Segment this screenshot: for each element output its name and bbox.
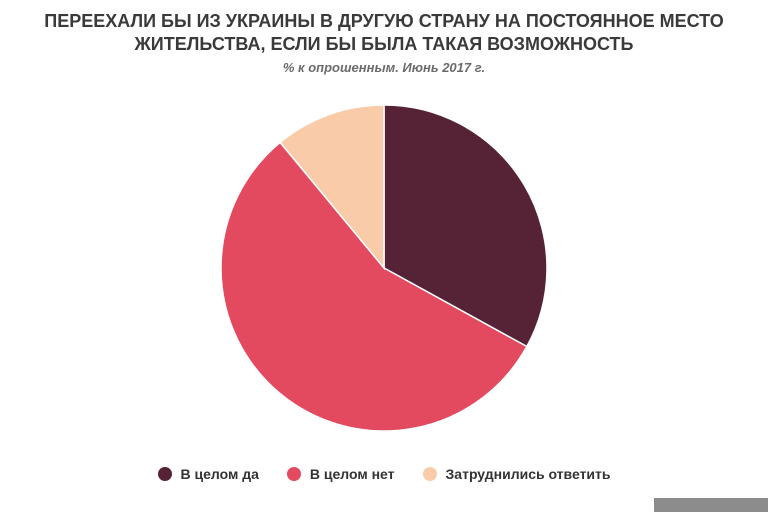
legend-label-2: В целом нет <box>309 466 395 482</box>
legend-marker-2 <box>286 467 301 481</box>
pie-slice-1 <box>383 104 548 348</box>
chart-title-line-1: ПЕРЕЕХАЛИ БЫ ИЗ УКРАИНЫ В ДРУГУЮ СТРАНУ … <box>44 11 724 31</box>
chart-subtitle: % к опрошенным. Июнь 2017 г. <box>282 60 486 75</box>
legend-marker-3 <box>422 467 437 481</box>
chart-title: ПЕРЕЕХАЛИ БЫ ИЗ УКРАИНЫ В ДРУГУЮ СТРАНУ … <box>0 10 768 56</box>
pie-slice-3 <box>279 104 385 271</box>
legend-label-1: В целом да <box>180 466 259 482</box>
pie-slice-2 <box>220 141 528 432</box>
legend-marker-1 <box>157 467 172 481</box>
legend-item-1: В целом да <box>157 466 259 482</box>
legend-item-3: Затруднились ответить <box>422 466 611 482</box>
chart-legend: В целом да В целом нет Затруднились ответи… <box>0 466 768 482</box>
corner-decoration-bar <box>654 498 768 512</box>
chart-title-line-2: ЖИТЕЛЬСТВА, ЕСЛИ БЫ БЫЛА ТАКАЯ ВОЗМОЖНОС… <box>134 34 634 54</box>
legend-label-3: Затруднились ответить <box>445 466 611 482</box>
legend-item-2: В целом нет <box>286 466 395 482</box>
